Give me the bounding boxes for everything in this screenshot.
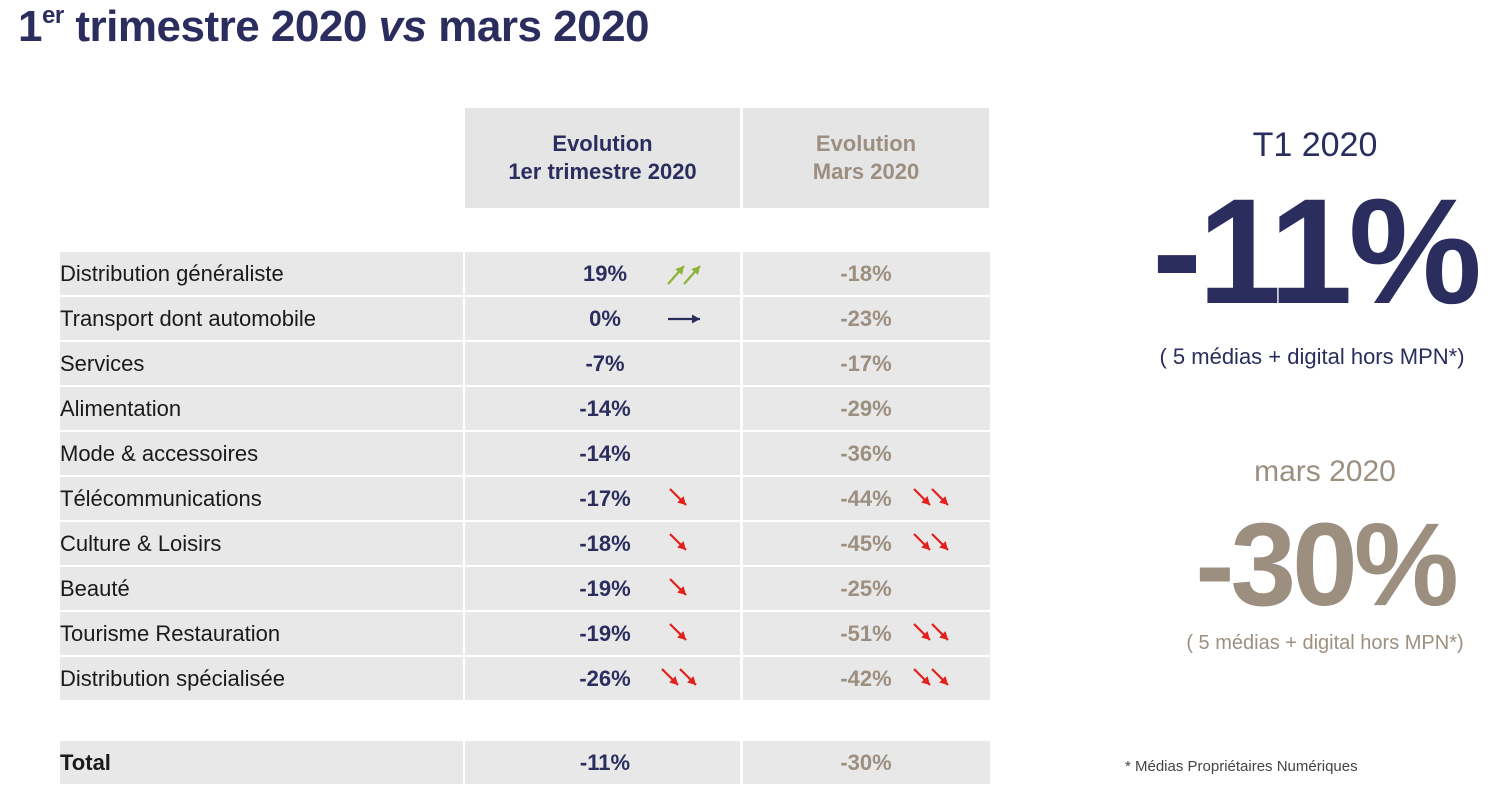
sector-label: Distribution généraliste bbox=[60, 261, 284, 286]
q1-value: -18% bbox=[579, 531, 631, 556]
trend-up-icon bbox=[658, 252, 718, 295]
label-cell bbox=[60, 567, 463, 610]
label-cell bbox=[60, 477, 463, 520]
q1-value: 0% bbox=[589, 306, 621, 331]
header-march: Evolution Mars 2020 bbox=[743, 108, 989, 208]
header-q1-line1: Evolution bbox=[552, 131, 653, 156]
page-title: 1er trimestre 2020 vs mars 2020 bbox=[18, 2, 650, 51]
sector-label: Culture & Loisirs bbox=[60, 531, 222, 556]
table-row: Distribution généraliste 19% -18% bbox=[60, 252, 990, 295]
sector-label: Distribution spécialisée bbox=[60, 666, 285, 691]
table-row: Tourisme Restauration -19% -51% bbox=[60, 612, 990, 655]
label-cell bbox=[60, 297, 463, 340]
q1-value: -17% bbox=[579, 486, 631, 511]
header-q1: Evolution 1er trimestre 2020 bbox=[465, 108, 740, 208]
table-row: Culture & Loisirs -18% -45% bbox=[60, 522, 990, 565]
label-cell bbox=[60, 342, 463, 385]
label-cell bbox=[60, 657, 463, 700]
march-cell bbox=[743, 612, 990, 655]
march-cell bbox=[743, 522, 990, 565]
label-cell bbox=[60, 612, 463, 655]
total-march-value: -30% bbox=[840, 750, 892, 775]
march-value: -36% bbox=[840, 441, 892, 466]
sector-label: Services bbox=[60, 351, 145, 376]
kpi-q1-label: T1 2020 bbox=[1252, 126, 1378, 164]
kpi-q1-value: -11% bbox=[1152, 167, 1482, 335]
march-value: -42% bbox=[840, 666, 892, 691]
q1-cell bbox=[465, 522, 740, 565]
sector-label: Mode & accessoires bbox=[60, 441, 259, 466]
sector-label: Tourisme Restauration bbox=[60, 621, 281, 646]
march-cell bbox=[743, 432, 990, 475]
march-value: -29% bbox=[840, 396, 892, 421]
label-cell bbox=[60, 252, 463, 295]
sector-label: Alimentation bbox=[60, 396, 182, 421]
march-value: -18% bbox=[840, 261, 892, 286]
header-march-line1: Evolution bbox=[815, 131, 917, 156]
march-value: -44% bbox=[840, 486, 892, 511]
trend-down-icon bbox=[658, 567, 718, 610]
march-value: -17% bbox=[840, 351, 892, 376]
q1-cell bbox=[465, 342, 740, 385]
table-row: Transport dont automobile 0% -23% bbox=[60, 297, 990, 340]
trend-down-icon bbox=[910, 477, 970, 520]
march-value: -45% bbox=[840, 531, 892, 556]
q1-value: -14% bbox=[579, 441, 631, 466]
march-cell bbox=[743, 252, 990, 295]
march-value: -23% bbox=[840, 306, 892, 331]
trend-down-icon bbox=[658, 522, 718, 565]
table-row: Distribution spécialisée -26% -42% bbox=[60, 657, 990, 700]
header-q1-line2: 1er trimestre 2020 bbox=[508, 159, 697, 184]
kpi-march-value: -30% bbox=[1195, 499, 1458, 631]
march-cell bbox=[743, 657, 990, 700]
sector-label: Beauté bbox=[60, 576, 130, 601]
table-row: Télécommunications -17% -44% bbox=[60, 477, 990, 520]
march-cell bbox=[743, 477, 990, 520]
march-cell bbox=[743, 297, 990, 340]
q1-cell bbox=[465, 387, 740, 430]
sector-label: Télécommunications bbox=[60, 486, 262, 511]
march-cell bbox=[743, 342, 990, 385]
trend-down-icon bbox=[658, 612, 718, 655]
march-value: -51% bbox=[840, 621, 892, 646]
q1-value: -26% bbox=[579, 666, 631, 691]
q1-value: 19% bbox=[582, 261, 628, 286]
total-label: Total bbox=[60, 750, 111, 775]
trend-down-icon bbox=[658, 477, 718, 520]
trend-down-icon bbox=[910, 522, 970, 565]
kpi-q1-note: ( 5 médias + digital hors MPN*) bbox=[1159, 344, 1465, 369]
kpi-march-note: ( 5 médias + digital hors MPN*) bbox=[1186, 632, 1464, 654]
march-cell bbox=[743, 387, 990, 430]
arrow-right-icon bbox=[658, 297, 718, 340]
q1-value: -14% bbox=[579, 396, 631, 421]
header-march-line2: Mars 2020 bbox=[812, 159, 920, 184]
footnote: * Médias Propriétaires Numériques bbox=[1125, 758, 1358, 775]
total-q1-value: -11% bbox=[579, 750, 631, 775]
label-cell bbox=[60, 522, 463, 565]
total-label-cell bbox=[60, 741, 463, 784]
table-row: Alimentation -14% -29% bbox=[60, 387, 990, 430]
q1-cell bbox=[465, 477, 740, 520]
total-march-cell bbox=[743, 741, 990, 784]
label-cell bbox=[60, 387, 463, 430]
total-q1-cell bbox=[465, 741, 740, 784]
q1-cell bbox=[465, 432, 740, 475]
table-row: Beauté -19% -25% bbox=[60, 567, 990, 610]
q1-cell bbox=[465, 612, 740, 655]
march-value: -25% bbox=[840, 576, 892, 601]
trend-down-icon bbox=[910, 612, 970, 655]
q1-value: -19% bbox=[579, 576, 631, 601]
q1-value: -7% bbox=[585, 351, 625, 376]
march-cell bbox=[743, 567, 990, 610]
trend-down-icon bbox=[658, 657, 718, 700]
total-row: Total -11% -30% bbox=[60, 741, 990, 784]
sector-label: Transport dont automobile bbox=[60, 306, 316, 331]
q1-value: -19% bbox=[579, 621, 631, 646]
table-row: Mode & accessoires -14% -36% bbox=[60, 432, 990, 475]
kpi-march-label: mars 2020 bbox=[1254, 455, 1396, 488]
q1-cell bbox=[465, 567, 740, 610]
label-cell bbox=[60, 432, 463, 475]
trend-down-icon bbox=[910, 657, 970, 700]
table-row: Services -7% -17% bbox=[60, 342, 990, 385]
